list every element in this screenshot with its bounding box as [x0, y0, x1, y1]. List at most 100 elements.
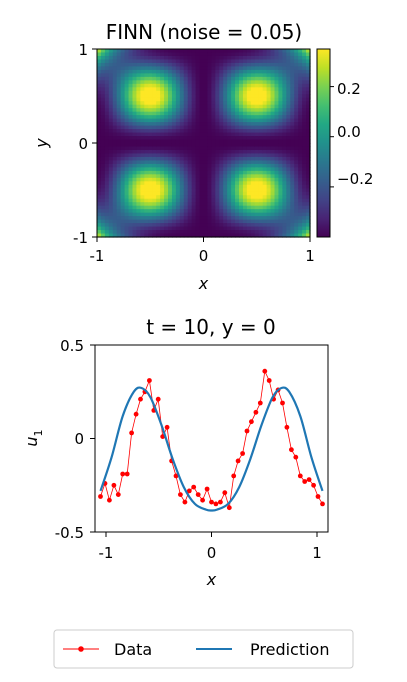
heatmap-cell: [116, 167, 122, 172]
heatmap-cell: [254, 73, 260, 78]
heatmap-cell: [215, 52, 220, 57]
heatmap-cell: [152, 49, 157, 54]
heatmap-cell: [136, 122, 141, 127]
heatmap-cell: [246, 209, 252, 214]
heatmap-cell: [187, 181, 193, 186]
heatmap-cell: [219, 69, 224, 74]
heatmap-cell: [164, 170, 169, 175]
heatmap-cell: [239, 129, 244, 134]
heatmap-cell: [199, 136, 205, 141]
heatmap-cell: [136, 143, 141, 148]
heatmap-cell: [254, 216, 260, 221]
heatmap-cell: [136, 118, 141, 123]
heatmap-cell: [183, 226, 189, 231]
heatmap-cell: [282, 219, 287, 224]
heatmap-cell: [223, 101, 228, 106]
heatmap-cell: [306, 52, 311, 57]
heatmap-cell: [152, 156, 157, 162]
heatmap-cell: [258, 118, 264, 123]
heatmap-cell: [242, 226, 248, 231]
heatmap-cell: [132, 55, 138, 61]
heatmap-cell: [207, 125, 212, 130]
heatmap-cell: [128, 170, 134, 175]
heatmap-cell: [219, 73, 224, 78]
heatmap-cell: [191, 80, 197, 85]
heatmap-cell: [270, 52, 276, 57]
heatmap-cell: [246, 69, 252, 74]
heatmap-cell: [168, 118, 173, 123]
heatmap-cell: [242, 209, 248, 214]
heatmap-cell: [231, 181, 236, 186]
heatmap-cell: [246, 212, 252, 217]
heatmap-cell: [136, 55, 141, 61]
heatmap-cell: [164, 104, 169, 109]
heatmap-cell: [306, 181, 311, 186]
heatmap-cell: [211, 205, 216, 210]
heatmap-cell: [104, 66, 110, 71]
heatmap-cell: [179, 59, 185, 64]
heatmap-cell: [168, 90, 173, 95]
heatmap-cell: [298, 181, 303, 186]
line-xtick-label: 0: [207, 544, 217, 562]
heatmap-cell: [278, 118, 283, 123]
heatmap-cell: [120, 52, 126, 57]
heatmap-cell: [274, 146, 280, 151]
heatmap-cell: [215, 160, 220, 165]
data-point: [262, 368, 268, 374]
heatmap-cell: [286, 223, 291, 228]
heatmap-cell: [175, 104, 181, 109]
heatmap-cell: [171, 87, 177, 92]
heatmap-cell: [120, 136, 126, 141]
heatmap-cell: [112, 143, 118, 148]
heatmap-cell: [120, 87, 126, 92]
heatmap-cell: [97, 233, 102, 238]
heatmap-cell: [195, 205, 201, 210]
heatmap-cell: [152, 195, 157, 200]
heatmap-cell: [239, 49, 244, 54]
heatmap-cell: [219, 163, 224, 168]
heatmap-cell: [148, 181, 153, 186]
heatmap-cell: [211, 170, 216, 175]
heatmap-cell: [203, 230, 209, 235]
heatmap-cell: [132, 202, 138, 207]
heatmap-cell: [179, 143, 185, 148]
heatmap-cell: [112, 209, 118, 214]
heatmap-cell: [195, 212, 201, 217]
heatmap-cell: [219, 188, 224, 193]
heatmap-cell: [195, 80, 201, 85]
data-point: [280, 400, 285, 406]
heatmap-cell: [231, 59, 236, 64]
heatmap-cell: [262, 59, 268, 64]
heatmap-cell: [215, 163, 220, 168]
heatmap-cell: [179, 73, 185, 78]
heatmap-cell: [274, 104, 280, 109]
heatmap-cell: [175, 49, 181, 54]
heatmap-cell: [156, 73, 161, 78]
heatmap-cell: [219, 216, 224, 221]
heatmap-cell: [144, 209, 149, 214]
heatmap-cell: [187, 219, 193, 224]
heatmap-cell: [262, 226, 268, 231]
heatmap-cell: [108, 163, 114, 168]
heatmap-cell: [290, 115, 295, 120]
heatmap-cell: [160, 219, 165, 224]
heatmap-cell: [235, 177, 240, 182]
heatmap-cell: [282, 212, 287, 217]
heatmap-cell: [152, 181, 157, 186]
heatmap-cell: [195, 160, 201, 165]
heatmap-cell: [152, 76, 157, 81]
heatmap-cell: [306, 153, 311, 158]
heatmap-cell: [160, 223, 165, 228]
heatmap-cell: [191, 167, 197, 172]
heatmap-cell: [195, 52, 201, 57]
heatmap-cell: [203, 52, 209, 57]
heatmap-cell: [211, 59, 216, 64]
heatmap-cell: [156, 108, 161, 113]
heatmap-cell: [290, 111, 295, 116]
heatmap-cell: [136, 181, 141, 186]
heatmap-cell: [164, 66, 169, 71]
heatmap-cell: [286, 174, 291, 179]
heatmap-cell: [116, 230, 122, 235]
heatmap-cell: [179, 83, 185, 88]
heatmap-cell: [306, 62, 311, 68]
